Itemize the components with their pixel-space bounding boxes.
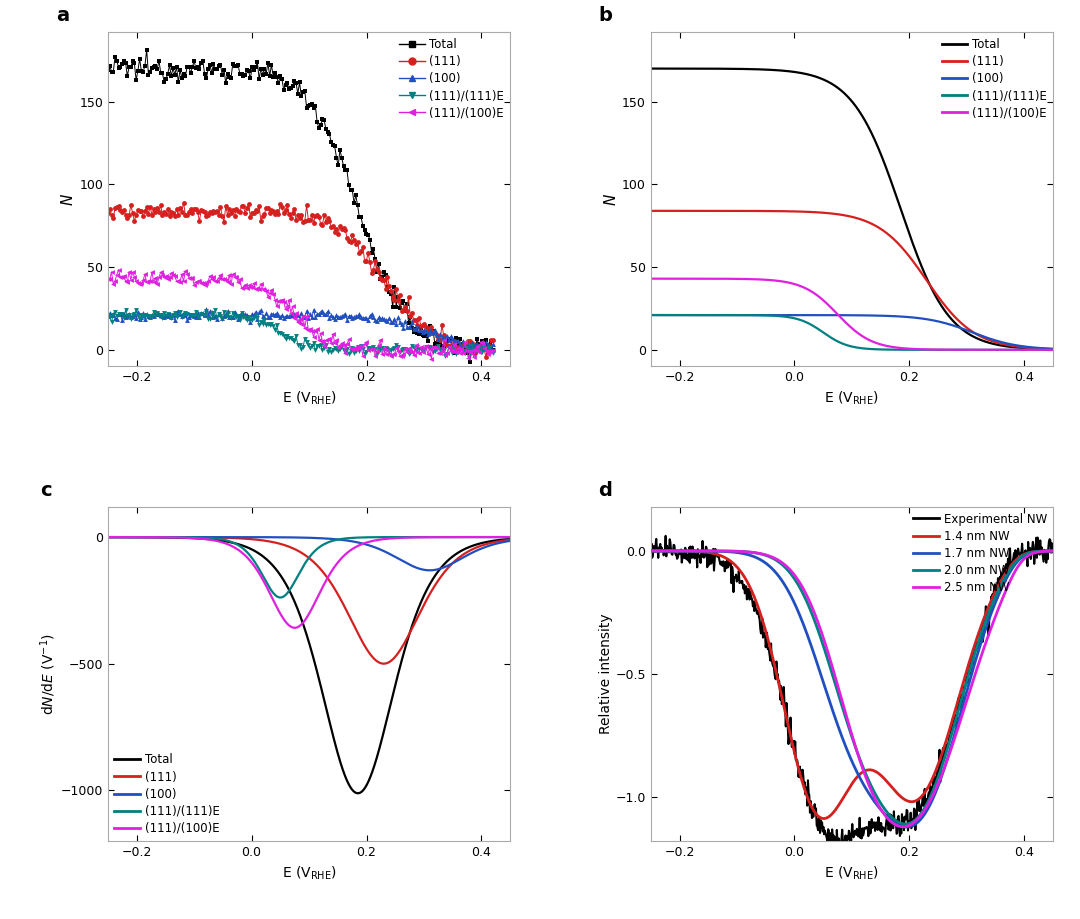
Y-axis label: $N$: $N$ <box>604 193 619 206</box>
Legend: Total, (111), (100), (111)/(111)E, (111)/(100)E: Total, (111), (100), (111)/(111)E, (111)… <box>399 38 504 119</box>
Legend: Total, (111), (100), (111)/(111)E, (111)/(100)E: Total, (111), (100), (111)/(111)E, (111)… <box>113 754 219 835</box>
Text: d: d <box>598 481 612 500</box>
Text: b: b <box>598 6 612 26</box>
Y-axis label: Relative intensity: Relative intensity <box>598 614 612 734</box>
Y-axis label: d$N$/d$E$ (V$^{-1}$): d$N$/d$E$ (V$^{-1}$) <box>39 633 58 715</box>
Legend: Total, (111), (100), (111)/(111)E, (111)/(100)E: Total, (111), (100), (111)/(111)E, (111)… <box>942 38 1048 119</box>
Text: a: a <box>56 6 69 26</box>
X-axis label: E (V$_\mathrm{RHE}$): E (V$_\mathrm{RHE}$) <box>282 864 337 881</box>
Text: c: c <box>40 481 51 500</box>
X-axis label: E (V$_\mathrm{RHE}$): E (V$_\mathrm{RHE}$) <box>824 390 879 407</box>
Legend: Experimental NW, 1.4 nm NW, 1.7 nm NW, 2.0 nm NW, 2.5 nm NW: Experimental NW, 1.4 nm NW, 1.7 nm NW, 2… <box>914 513 1048 595</box>
Y-axis label: $N$: $N$ <box>60 193 77 206</box>
X-axis label: E (V$_\mathrm{RHE}$): E (V$_\mathrm{RHE}$) <box>824 864 879 881</box>
X-axis label: E (V$_\mathrm{RHE}$): E (V$_\mathrm{RHE}$) <box>282 390 337 407</box>
